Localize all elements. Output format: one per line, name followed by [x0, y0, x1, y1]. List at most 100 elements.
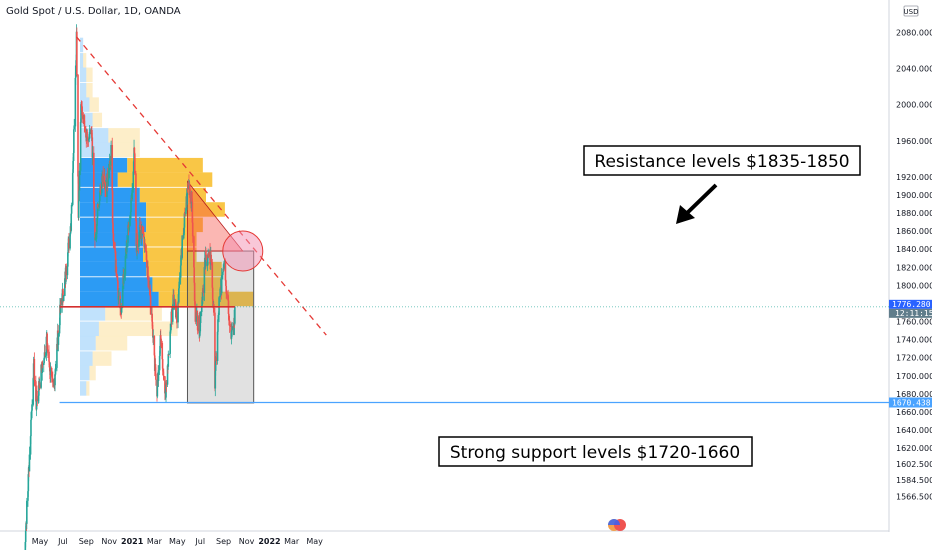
x-tick-label: May	[169, 537, 186, 546]
candle-body	[224, 261, 227, 281]
candle-body	[199, 331, 201, 336]
candle-body	[214, 370, 217, 389]
volume-profile-bar-down	[86, 82, 93, 98]
y-tick-label: 1660.000	[896, 408, 932, 417]
resistance-annotation[interactable]: Resistance levels $1835-1850	[583, 145, 861, 176]
candle-body	[36, 390, 38, 400]
candle-body	[138, 225, 141, 239]
y-tick-label: 2080.000	[896, 28, 932, 37]
candle-body	[44, 355, 47, 358]
volume-profile-bar-down	[89, 365, 96, 381]
y-tick-label: 1700.000	[896, 372, 932, 381]
candle-body	[29, 436, 32, 455]
support-annotation-text: Strong support levels $1720-1660	[450, 443, 740, 463]
highlight-circle[interactable]	[222, 230, 264, 272]
candle-body	[193, 236, 195, 268]
candle-body	[193, 282, 196, 302]
descending-trendline[interactable]	[75, 36, 327, 336]
candle-body	[131, 189, 133, 199]
candle-body	[135, 173, 137, 221]
candle-body	[126, 242, 128, 253]
candle-body	[105, 182, 107, 197]
candle-body	[32, 378, 35, 405]
candle-body	[168, 353, 170, 355]
candle-body	[234, 307, 236, 324]
candle-body	[98, 200, 101, 206]
candle-body	[124, 249, 127, 256]
volume-profile-bar-up	[80, 157, 128, 173]
candlestick-series	[24, 24, 236, 550]
volume-profile-bar-down	[146, 217, 203, 233]
candle-body	[178, 284, 180, 289]
candle-body	[26, 500, 28, 524]
candle-body	[59, 304, 61, 326]
candle-body	[47, 349, 49, 352]
candle-body	[191, 201, 194, 223]
volume-profile-bar-up	[80, 37, 84, 53]
candle-body	[41, 363, 44, 366]
candle-body	[181, 235, 184, 258]
candle-body	[138, 239, 140, 247]
candle-body	[147, 266, 149, 280]
resistance-triangle[interactable]	[187, 180, 244, 252]
candle-body	[189, 189, 191, 199]
candle-body	[159, 335, 162, 339]
arrow-shaft	[682, 183, 718, 218]
candle-body	[182, 233, 185, 239]
candle-body	[132, 171, 135, 190]
x-tick-label: May	[32, 537, 49, 546]
candle-body	[191, 222, 194, 237]
volume-profile-bar-down	[105, 306, 162, 321]
candle-body	[30, 412, 33, 420]
volume-profile-bar-down	[146, 261, 222, 277]
candle-body	[58, 325, 61, 334]
candle-body	[178, 277, 181, 285]
volume-profile-bar-up	[80, 247, 143, 262]
y-tick-label: 1800.000	[896, 281, 932, 290]
x-tick-label: Jul	[57, 537, 68, 546]
candle-body	[94, 237, 97, 241]
candle-body	[203, 267, 206, 294]
x-tick-label: Jul	[194, 537, 205, 546]
candle-body	[78, 190, 80, 202]
x-tick-label: Sep	[79, 537, 94, 546]
candle-body	[80, 104, 82, 122]
candle-body	[73, 126, 76, 130]
candle-body	[144, 244, 147, 251]
candle-body	[171, 304, 174, 322]
volume-profile-bar-down	[143, 247, 197, 262]
volume-profile-bar-down	[111, 142, 140, 158]
candle-body	[99, 190, 101, 201]
candle-body	[49, 367, 52, 375]
candle-body	[135, 220, 138, 246]
time-axis[interactable]: May Jul Sep Nov 2021 Mar May Jul Sep Nov 2022 Mar Ma…	[32, 537, 323, 546]
y-tick-label: 1900.000	[896, 191, 932, 200]
x-tick-label: Nov	[101, 537, 117, 546]
resistance-annotation-text: Resistance levels $1835-1850	[594, 152, 849, 172]
candle-body	[217, 319, 219, 332]
countdown-value: 12:11:15	[895, 309, 932, 318]
candle-body	[94, 221, 96, 241]
volume-profile-bar-up	[80, 232, 143, 247]
volume-profile-bar-down	[108, 128, 140, 143]
tradingview-logo-icon[interactable]	[608, 519, 626, 531]
y-tick-label: 1960.000	[896, 137, 932, 146]
support-annotation[interactable]: Strong support levels $1720-1660	[438, 436, 753, 467]
currency-badge[interactable]: USD	[904, 5, 919, 17]
candle-body	[186, 188, 189, 190]
arrow-annotation[interactable]	[676, 183, 718, 224]
candle-body	[92, 152, 95, 204]
y-tick-label: 1566.500	[896, 492, 932, 501]
y-tick-label: 1680.000	[896, 390, 932, 399]
candle-body	[194, 305, 197, 322]
candle-body	[91, 152, 94, 158]
candle-body	[39, 384, 41, 388]
candle-body	[102, 174, 105, 185]
price-axis[interactable]: 2120.000 2080.000 2040.000 2000.000 1960.000…	[896, 0, 932, 501]
candle-body	[219, 288, 221, 298]
countdown-badge	[889, 308, 932, 318]
candle-body	[148, 279, 150, 289]
candle-body	[226, 293, 228, 295]
volume-profile	[80, 37, 254, 396]
candle-body	[161, 359, 164, 369]
